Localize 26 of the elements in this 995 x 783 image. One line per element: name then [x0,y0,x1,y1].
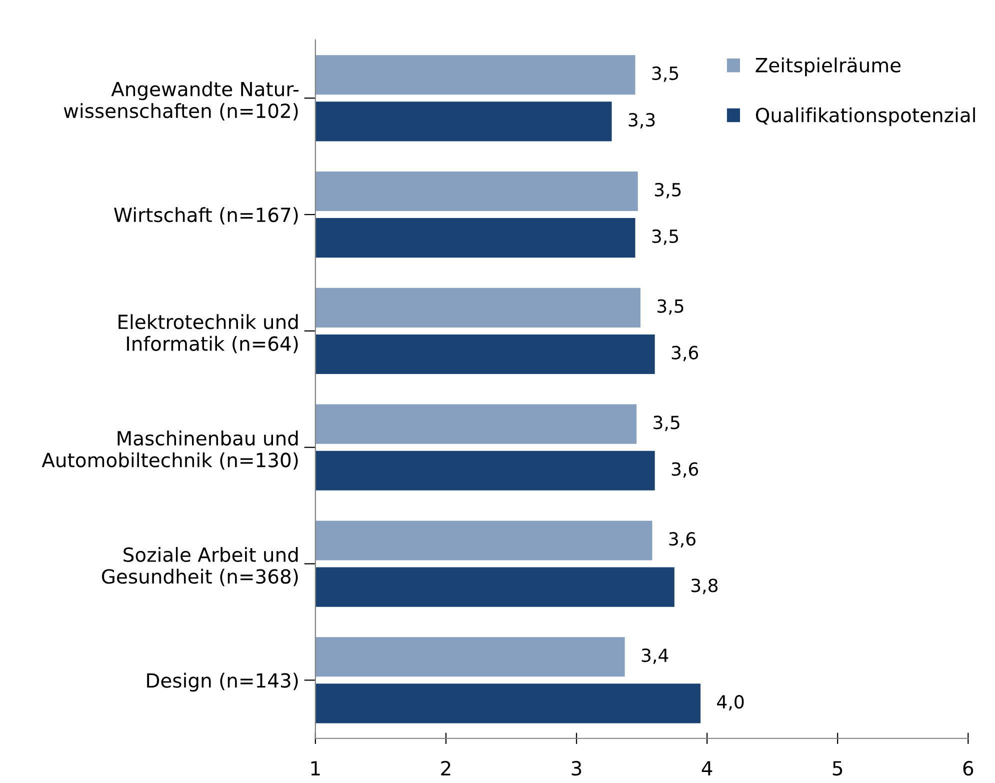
y-tick-label: Soziale Arbeit und Gesundheit (n=368) [102,546,298,586]
y-tick-label: Angewandte Natur- wissenschaften (n=102) [64,81,298,120]
data-label: 3,5 [652,229,678,245]
legend-label: Zeitspielräume [756,57,901,76]
x-tick-label: 6 [963,760,974,776]
x-tick-label: 4 [702,761,712,776]
data-label: 3,5 [652,66,678,82]
data-label: 3,5 [654,416,680,432]
x-tick-label: 3 [572,760,582,776]
data-label: 3,5 [654,182,681,198]
data-label: 4,0 [717,695,744,711]
x-tick-label: 2 [441,760,450,776]
data-label: 3,6 [672,462,698,478]
data-label: 3,3 [628,113,655,128]
y-tick-label: Elektrotechnik und Informatik (n=64) [118,314,298,354]
legend-label: Qualifikationspotenzial [756,107,975,126]
data-label: 3,6 [672,346,698,362]
x-tick-label: 1 [311,761,320,776]
data-label: 3,5 [658,299,684,315]
y-tick-label: Wirtschaft (n=167) [114,207,298,224]
y-tick-label: Design (n=143) [147,672,298,692]
data-label: 3,6 [669,532,696,548]
data-label: 3,8 [691,578,718,594]
data-label: 3,4 [642,648,668,664]
y-tick-label: Maschinenbau und Automobiltechnik (n=130) [42,430,298,470]
x-tick-label: 5 [832,761,842,776]
